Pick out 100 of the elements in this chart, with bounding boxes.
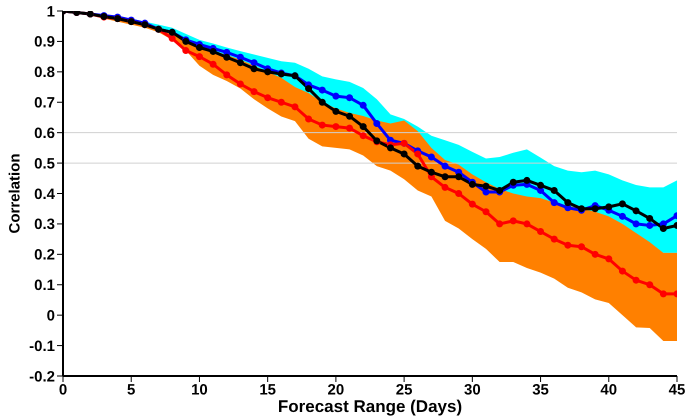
y-tick-label: 0 — [46, 307, 55, 324]
point — [428, 154, 435, 160]
point — [318, 98, 326, 106]
point — [264, 68, 272, 76]
point — [346, 124, 354, 132]
point — [332, 108, 340, 115]
point — [550, 186, 558, 194]
point — [442, 162, 449, 170]
x-tick-label: 20 — [328, 382, 344, 399]
point — [360, 123, 367, 130]
point — [360, 102, 367, 109]
x-tick-label: 15 — [259, 382, 276, 399]
y-tick-label: 0.7 — [34, 94, 55, 112]
point — [278, 98, 285, 106]
x-tick-label: 45 — [668, 382, 686, 399]
point — [646, 214, 654, 222]
y-axis-title: Correlation — [6, 153, 24, 234]
point — [305, 115, 312, 122]
y-tick-label: 0.1 — [34, 277, 55, 294]
point — [537, 182, 544, 189]
point — [510, 217, 517, 224]
point — [223, 71, 230, 78]
point — [537, 228, 544, 236]
point — [210, 60, 217, 68]
point — [318, 122, 326, 129]
point — [400, 150, 408, 158]
y-tick-label: -0.1 — [29, 338, 55, 355]
point — [482, 182, 490, 190]
point — [442, 184, 449, 191]
point — [660, 290, 667, 298]
x-axis-title: Forecast Range (Days) — [278, 397, 462, 416]
y-tick-label: 0.4 — [34, 186, 56, 203]
y-tick-label: 0.8 — [34, 64, 55, 82]
point — [414, 150, 422, 158]
point — [250, 65, 258, 72]
point — [346, 112, 354, 120]
point — [332, 92, 340, 100]
point — [482, 188, 490, 196]
point — [250, 59, 258, 66]
point — [646, 222, 654, 229]
x-tick-label: 30 — [464, 382, 481, 399]
point — [318, 86, 326, 94]
point — [360, 132, 367, 140]
point — [632, 207, 640, 214]
point — [182, 47, 190, 54]
y-tick-label: 0.6 — [34, 124, 55, 142]
y-tick-label: -0.2 — [29, 368, 55, 386]
point — [250, 88, 258, 96]
point — [196, 53, 203, 60]
point — [223, 54, 230, 61]
x-tick-label: 10 — [191, 382, 208, 399]
point — [291, 103, 298, 110]
point — [523, 176, 530, 184]
x-tick-label: 5 — [127, 382, 136, 399]
point — [373, 120, 380, 128]
point — [210, 48, 217, 55]
point — [414, 162, 422, 170]
y-tick-label: 0.3 — [34, 216, 55, 234]
point — [632, 220, 640, 228]
point — [605, 203, 612, 210]
point — [236, 80, 244, 88]
point — [592, 205, 599, 212]
x-tick-label: 40 — [600, 382, 618, 399]
point — [496, 220, 504, 228]
point — [564, 242, 572, 249]
x-tick-label: 35 — [532, 382, 549, 399]
point — [592, 250, 599, 258]
point — [605, 255, 612, 262]
point — [510, 178, 517, 186]
point — [550, 236, 558, 243]
point — [346, 94, 354, 102]
y-tick-label: 0.2 — [34, 246, 55, 264]
y-tick-label: 1 — [46, 3, 55, 20]
point — [428, 168, 435, 176]
x-tick-label: 25 — [396, 382, 412, 399]
point — [386, 144, 394, 152]
point — [442, 173, 449, 180]
point — [305, 85, 312, 92]
point — [618, 212, 626, 220]
point — [578, 243, 585, 250]
point — [632, 276, 640, 284]
x-tick-label: 0 — [58, 382, 68, 399]
point — [455, 190, 462, 197]
point — [618, 268, 626, 275]
point — [523, 220, 530, 228]
y-tick-label: 0.5 — [34, 155, 55, 172]
point — [196, 44, 203, 51]
point — [332, 123, 340, 130]
point — [468, 200, 476, 208]
y-tick-label: 0.9 — [34, 34, 55, 51]
point — [646, 281, 654, 288]
point — [264, 94, 272, 102]
point — [482, 208, 490, 216]
point — [660, 224, 667, 232]
point — [550, 199, 558, 206]
point — [236, 59, 244, 66]
point — [564, 199, 572, 206]
point — [455, 173, 462, 180]
point — [168, 34, 176, 42]
point — [618, 200, 626, 208]
